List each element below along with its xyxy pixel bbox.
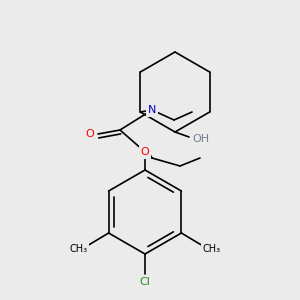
Text: Cl: Cl bbox=[140, 277, 150, 287]
Text: CH₃: CH₃ bbox=[202, 244, 220, 254]
Text: CH₃: CH₃ bbox=[70, 244, 88, 254]
Text: OH: OH bbox=[192, 134, 209, 144]
Text: O: O bbox=[85, 129, 94, 139]
Text: N: N bbox=[148, 105, 156, 115]
Text: O: O bbox=[141, 147, 149, 157]
